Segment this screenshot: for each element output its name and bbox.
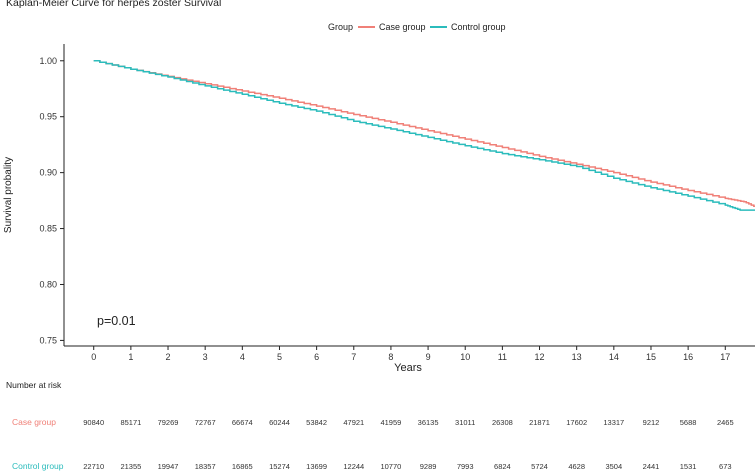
- risk-cell: 6824: [494, 462, 511, 471]
- risk-cell: 7993: [456, 462, 474, 471]
- risk-cell: 19947: [157, 462, 179, 471]
- risk-cell: 13699: [306, 462, 328, 471]
- y-tick-label: 0.90: [39, 168, 57, 178]
- x-tick-label: 9: [426, 352, 431, 362]
- x-tick-label: 11: [498, 352, 507, 362]
- risk-cell: 16865: [231, 462, 253, 471]
- risk-cell: 31011: [455, 418, 476, 427]
- risk-cell: 21871: [529, 418, 550, 427]
- case-group-curve: [93, 60, 755, 207]
- x-tick-label: 2: [166, 352, 171, 362]
- y-tick-label: 0.85: [39, 224, 57, 234]
- legend-label-case: Case group: [379, 22, 426, 32]
- risk-cell: 673: [719, 462, 732, 471]
- x-tick-label: 13: [572, 352, 582, 362]
- risk-cell: 17602: [566, 418, 588, 427]
- risk-cell: 90840: [83, 418, 105, 427]
- y-axis-label: Survival probality: [3, 157, 14, 233]
- legend-swatch-case: [358, 26, 375, 28]
- risk-cell: 13317: [603, 418, 625, 427]
- risk-cell: 1531: [679, 462, 697, 471]
- x-tick-label: 1: [128, 352, 133, 362]
- legend-swatch-control: [430, 26, 447, 28]
- legend-label-control: Control group: [451, 22, 506, 32]
- risk-cell: 85171: [120, 418, 142, 427]
- risk-cell: 79269: [157, 418, 179, 427]
- risk-cell: 21355: [120, 462, 142, 471]
- x-tick-label: 4: [240, 352, 245, 362]
- risk-cell: 36135: [417, 418, 439, 427]
- x-tick-label: 14: [609, 352, 619, 362]
- risk-cell: 2465: [716, 418, 734, 427]
- risk-row-label: Case group: [12, 417, 56, 427]
- x-tick-label: 16: [683, 352, 693, 362]
- risk-cell: 72767: [194, 418, 216, 427]
- risk-cell: 47921: [343, 418, 365, 427]
- risk-cell: 66674: [231, 418, 253, 427]
- risk-cell: 12244: [343, 462, 365, 471]
- x-tick-label: 12: [535, 352, 545, 362]
- y-tick-label: 0.95: [39, 112, 57, 122]
- y-tick-label: 0.75: [39, 335, 57, 345]
- risk-cell: 9212: [642, 418, 660, 427]
- y-tick-label: 0.80: [39, 279, 57, 289]
- chart-title: Kaplan-Meier Curve for herpes zoster Sur…: [6, 0, 222, 9]
- risk-cell: 5688: [679, 418, 697, 427]
- risk-cell: 18357: [194, 462, 216, 471]
- risk-cell: 3504: [605, 462, 623, 471]
- x-tick-label: 17: [720, 352, 730, 362]
- risk-cell: 5724: [531, 462, 548, 471]
- risk-cell: 53842: [306, 418, 328, 427]
- x-tick-label: 7: [351, 352, 356, 362]
- p-value-annotation: p=0.01: [97, 314, 136, 328]
- x-tick-label: 8: [388, 352, 393, 362]
- x-axis-label: Years: [394, 362, 422, 374]
- x-tick-label: 10: [460, 352, 470, 362]
- y-tick-label: 1.00: [39, 56, 57, 66]
- x-tick-label: 3: [203, 352, 208, 362]
- legend-item-case: Case group: [358, 22, 426, 32]
- risk-cell: 4628: [568, 462, 586, 471]
- risk-cell: 9289: [419, 462, 437, 471]
- risk-cell: 26308: [491, 418, 513, 427]
- x-tick-label: 5: [277, 352, 282, 362]
- x-tick-label: 6: [314, 352, 319, 362]
- control-group-curve: [93, 60, 755, 211]
- risk-cell: 2441: [642, 462, 660, 471]
- risk-row-label: Control group: [12, 461, 64, 471]
- risk-cell: 41959: [380, 418, 402, 427]
- legend-item-control: Control group: [430, 22, 506, 32]
- risk-cell: 15274: [269, 462, 290, 471]
- risk-cell: 10770: [380, 462, 402, 471]
- legend-title: Group: [328, 22, 354, 32]
- risk-cell: 60244: [269, 418, 290, 427]
- risk-cell: 22710: [83, 462, 105, 471]
- risk-table-header: Number at risk: [6, 380, 62, 390]
- legend: Group Case group Control group: [0, 22, 755, 36]
- x-tick-label: 15: [646, 352, 656, 362]
- x-tick-label: 0: [91, 352, 96, 362]
